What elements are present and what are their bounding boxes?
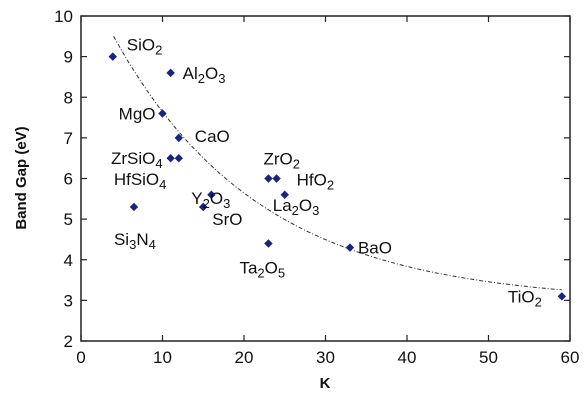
- point-label: Si3N4: [114, 230, 156, 252]
- point-label: BaO: [358, 239, 392, 258]
- y-tick-label: 3: [64, 291, 73, 310]
- x-axis-title: K: [320, 375, 331, 392]
- data-point-marker: [108, 52, 117, 61]
- y-tick-label: 4: [64, 251, 73, 270]
- point-label: Y2O3: [191, 189, 230, 211]
- y-tick-label: 9: [64, 48, 73, 67]
- y-tick-label: 8: [64, 88, 73, 107]
- y-tick-label: 6: [64, 170, 73, 189]
- data-point-marker: [272, 174, 281, 183]
- x-tick-label: 60: [561, 348, 580, 367]
- axis-ticks: 0 10 20 30 40 50 60 2 3 4 5 6 7 8 9 10: [54, 7, 579, 367]
- y-tick-label: 5: [64, 210, 73, 229]
- x-tick-label: 0: [76, 348, 85, 367]
- point-label: ZrO2: [263, 150, 300, 172]
- data-point-marker: [264, 174, 273, 183]
- data-point-marker: [166, 153, 175, 163]
- y-axis-title: Band Gap (eV): [13, 126, 30, 229]
- data-point-marker: [166, 68, 175, 78]
- data-point-marker: [345, 243, 355, 252]
- data-point-marker: [280, 190, 289, 199]
- x-tick-label: 40: [398, 348, 417, 367]
- trend-line: [113, 36, 562, 291]
- y-tick-label: 7: [64, 129, 73, 148]
- data-point-marker: [264, 239, 273, 248]
- point-label: SiO2: [127, 36, 163, 58]
- point-label: HfO2: [297, 171, 334, 193]
- x-tick-label: 20: [235, 348, 254, 367]
- point-label: HfSiO4: [114, 170, 167, 192]
- data-point-marker: [129, 202, 139, 212]
- point-label: SrO: [212, 210, 242, 229]
- data-point-marker: [199, 202, 208, 212]
- point-label: CaO: [195, 127, 230, 146]
- point-label: TiO2: [508, 287, 542, 309]
- data-point-marker: [174, 133, 183, 143]
- y-tick-label: 2: [64, 332, 73, 351]
- y-tick-label: 10: [54, 7, 73, 26]
- trend-curve: [113, 36, 562, 291]
- data-point-marker: [158, 109, 167, 118]
- point-label: Al2O3: [183, 64, 226, 86]
- data-point-marker: [557, 292, 567, 301]
- data-points: [108, 52, 567, 301]
- point-label: Ta2O5: [239, 259, 285, 281]
- x-tick-label: 10: [153, 348, 172, 367]
- point-label: ZrSiO4: [111, 149, 163, 171]
- x-tick-label: 30: [316, 348, 335, 367]
- data-point-marker: [207, 190, 216, 199]
- point-label: La2O3: [273, 196, 320, 218]
- point-label: MgO: [119, 105, 156, 124]
- x-tick-label: 50: [479, 348, 498, 367]
- data-point-marker: [174, 153, 183, 163]
